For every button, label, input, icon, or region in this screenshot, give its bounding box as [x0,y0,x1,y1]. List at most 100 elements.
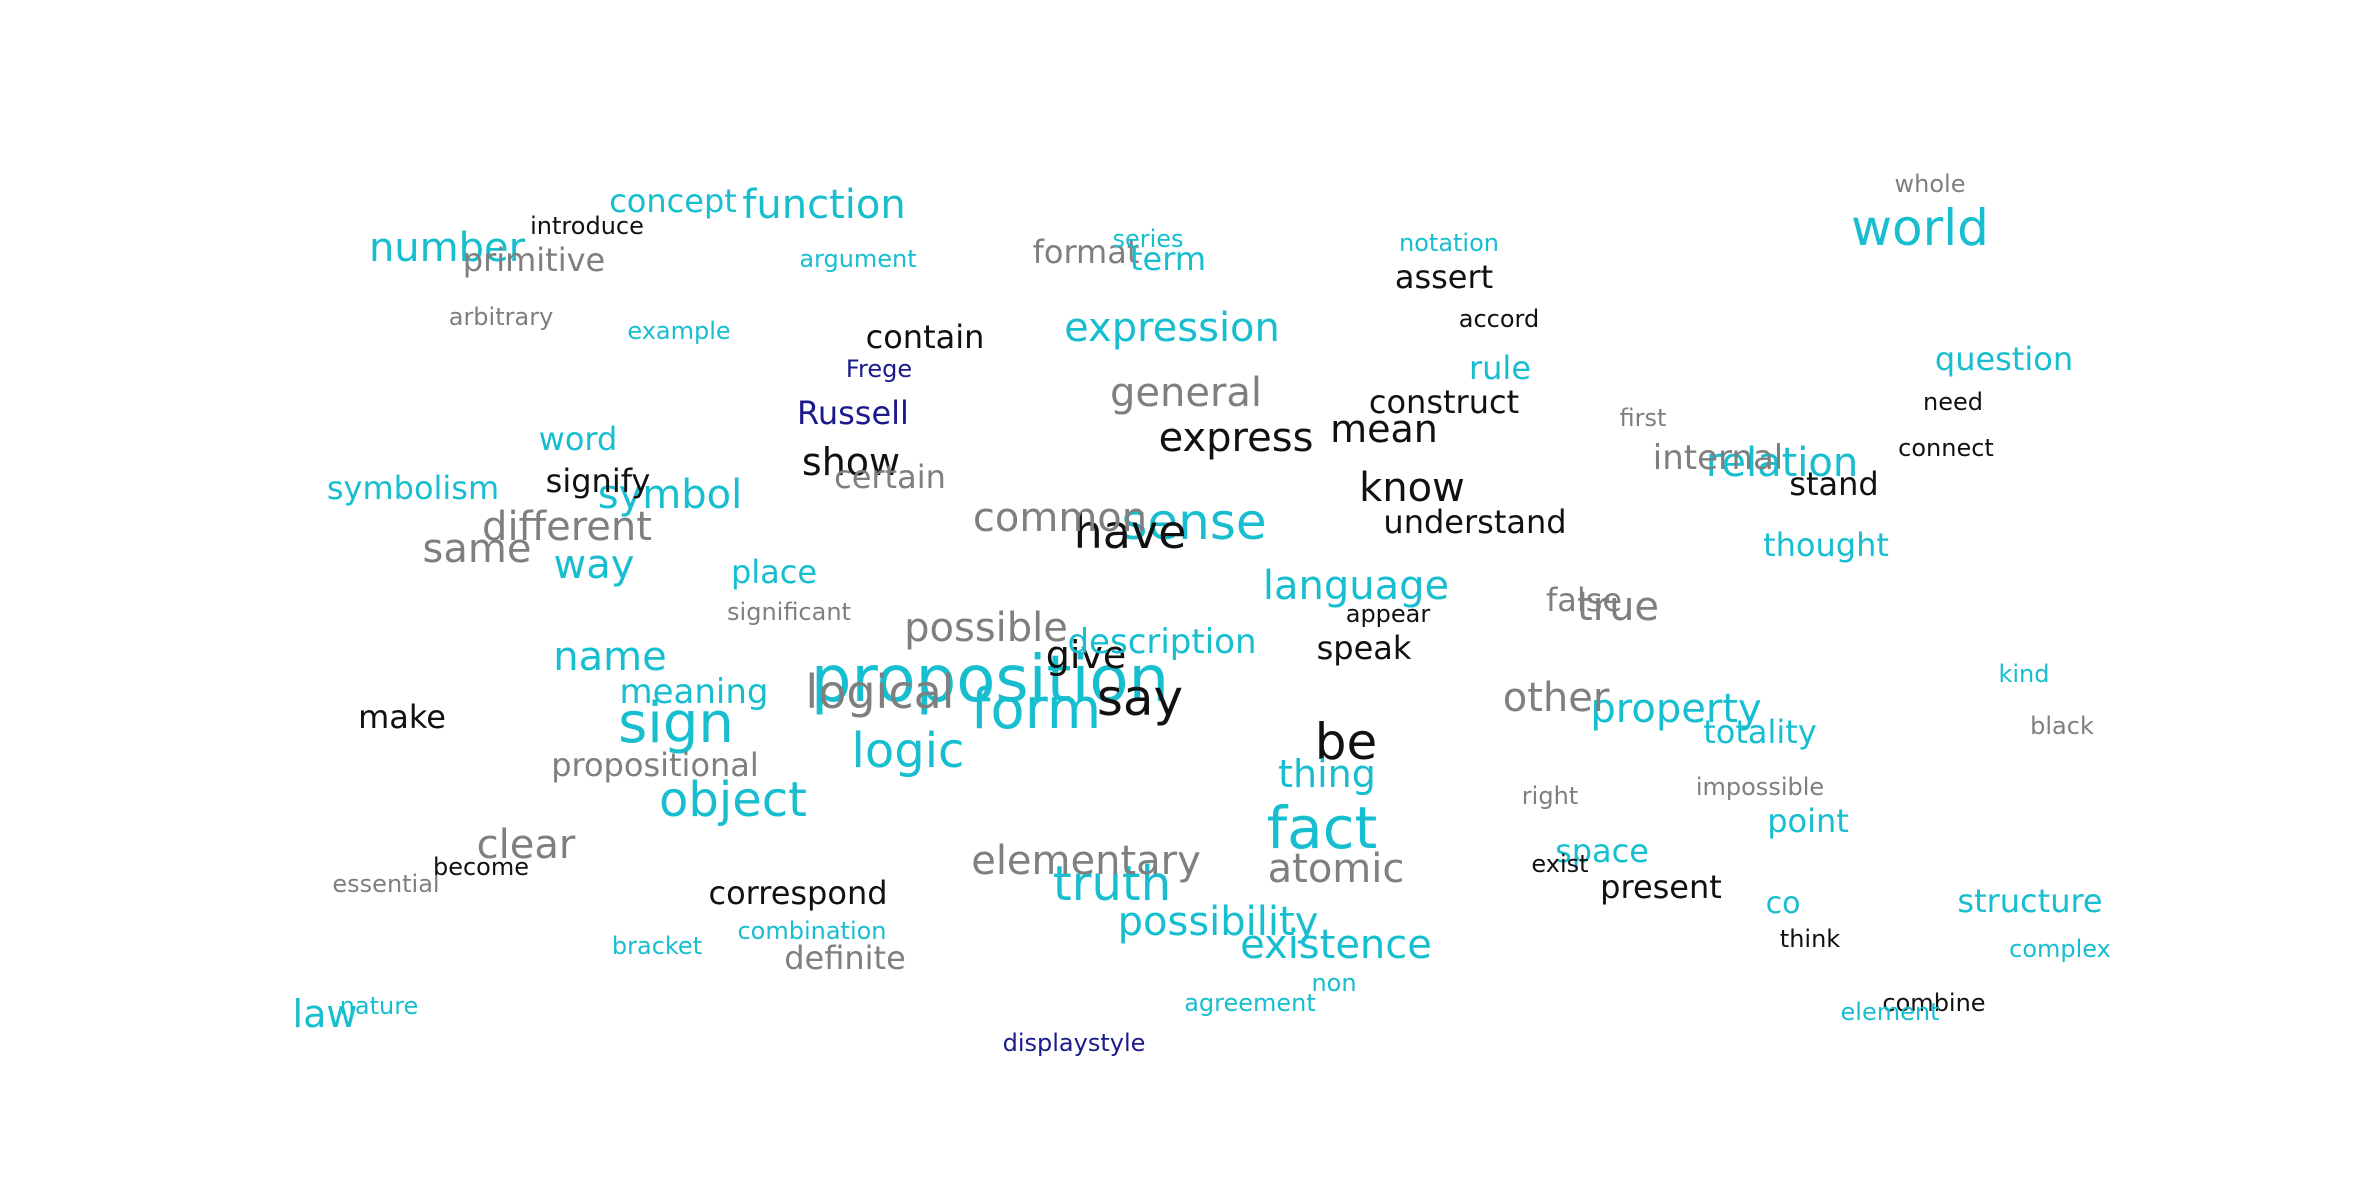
word-name: name [553,634,667,680]
word-russell: Russell [797,394,909,432]
word-common: common [972,495,1148,541]
word-other: other [1502,675,1610,721]
word-introduce: introduce [530,212,644,240]
word-complex: complex [2009,935,2111,963]
word-point: point [1767,802,1849,840]
word-number: number [368,225,526,271]
word-present: present [1600,868,1722,906]
word-contain: contain [865,318,985,356]
word-show: show [801,440,901,484]
word-concept: concept [609,182,737,220]
word-expression: expression [1064,305,1280,351]
word-different: different [482,504,652,550]
word-term: term [1130,240,1206,278]
word-structure: structure [1957,882,2103,920]
word-meaning: meaning [619,672,769,712]
word-bracket: bracket [611,932,703,960]
word-world: world [1851,199,1989,257]
word-general: general [1109,370,1263,416]
word-true: true [1576,584,1660,630]
word-make: make [358,698,446,736]
word-clear: clear [476,822,576,868]
word-signify: signify [545,462,651,500]
word-arbitrary: arbitrary [448,303,554,331]
word-exist: exist [1531,850,1589,878]
word-construct: construct [1368,383,1520,421]
word-understand: understand [1383,503,1567,541]
word-impossible: impossible [1695,773,1825,801]
word-law: law [292,992,358,1036]
word-right: right [1521,782,1579,810]
word-agreement: agreement [1184,989,1316,1017]
word-stand: stand [1789,465,1879,503]
word-say: say [1096,669,1184,727]
word-internal: internal [1652,438,1784,478]
word-symbol: symbol [597,472,743,518]
word-sense: sense [1121,493,1267,551]
word-way: way [553,542,635,588]
word-function: function [742,182,906,228]
word-space: space [1555,832,1649,870]
word-possible: possible [904,605,1068,651]
word-mean: mean [1330,407,1438,451]
word-sign: sign [618,691,734,756]
word-thought: thought [1763,526,1889,564]
word-elementary: elementary [971,838,1201,884]
word-appear: appear [1345,600,1431,628]
word-existence: existence [1240,922,1432,968]
word-thing: thing [1278,752,1376,796]
word-notation: notation [1399,229,1499,257]
word-word: word [538,420,618,458]
word-rule: rule [1468,349,1532,387]
word-kind: kind [1998,660,2050,688]
word-proposition: proposition [810,643,1170,717]
word-essential: essential [332,870,440,898]
word-argument: argument [799,245,917,273]
word-give: give [1045,633,1127,677]
word-propositional: propositional [551,746,759,784]
word-definite: definite [784,939,906,977]
word-significant: significant [727,598,851,626]
word-frege: Frege [845,355,913,383]
word-accord: accord [1458,305,1540,333]
word-non: non [1311,969,1357,997]
word-element: element [1840,998,1940,1026]
word-whole: whole [1894,170,1966,198]
word-logic: logic [851,723,965,779]
word-speak: speak [1316,629,1412,667]
word-connect: connect [1898,434,1994,462]
word-question: question [1934,340,2074,378]
word-first: first [1619,404,1667,432]
word-need: need [1923,388,1983,416]
word-logical: logical [805,665,955,719]
word-false: false [1545,581,1623,619]
word-combine: combine [1882,989,1986,1017]
word-certain: certain [834,458,946,496]
word-be: be [1314,713,1378,771]
word-same: same [422,526,532,572]
word-black: black [2030,712,2094,740]
word-place: place [730,553,818,591]
word-object: object [659,772,807,828]
word-think: think [1779,925,1841,953]
word-co: co [1765,886,1801,921]
word-primitive: primitive [462,241,606,279]
word-format: format [1032,233,1140,271]
word-nature: nature [339,992,419,1020]
word-form: form [970,677,1102,742]
word-symbolism: symbolism [326,469,500,507]
word-property: property [1590,686,1762,732]
word-become: become [432,853,530,881]
word-language: language [1262,563,1450,609]
word-combination: combination [737,917,887,945]
word-know: know [1359,465,1465,511]
word-express: express [1158,415,1314,461]
word-series: series [1112,225,1184,253]
word-possibility: possibility [1117,899,1319,945]
word-example: example [627,317,731,345]
word-displaystyle: displaystyle [1002,1029,1146,1057]
word-correspond: correspond [708,874,888,912]
word-atomic: atomic [1267,846,1405,892]
word-totality: totality [1703,713,1817,751]
